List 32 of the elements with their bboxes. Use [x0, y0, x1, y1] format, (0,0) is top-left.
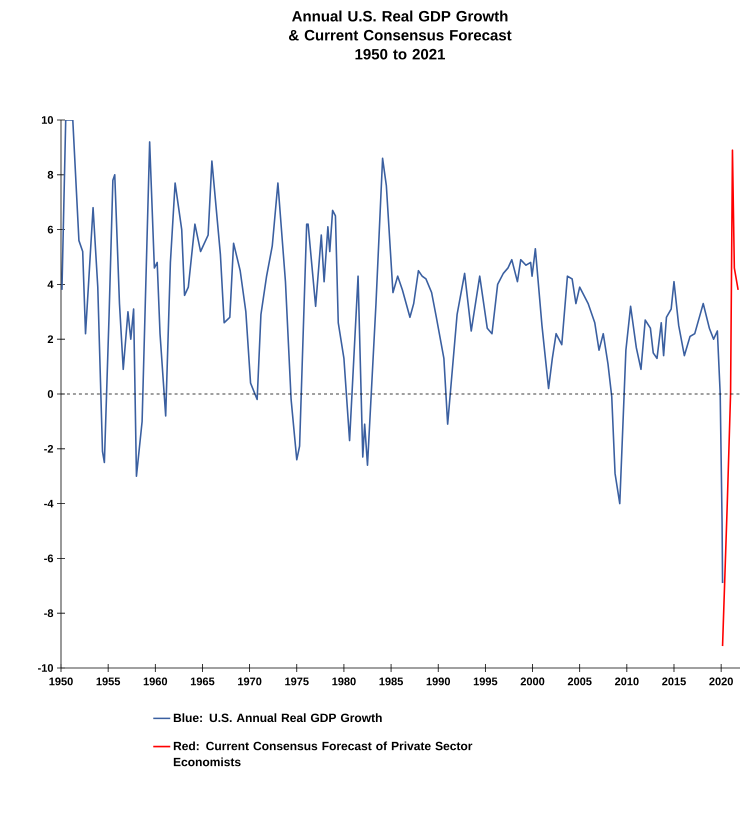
x-tick-label: 2020: [709, 678, 733, 686]
x-tick-label: 1985: [380, 678, 403, 686]
x-tick-label: 2015: [662, 678, 686, 686]
y-tick-label: -2: [44, 444, 54, 453]
y-tick-label: 0: [48, 390, 54, 398]
x-tick-label: 2010: [614, 678, 639, 686]
x-tick-label: 1970: [238, 678, 262, 686]
y-tick-label: 2: [48, 335, 54, 344]
y-tick-label: -10: [38, 664, 54, 672]
y-tick-label: -6: [44, 554, 54, 562]
x-tick-label: 2000: [520, 678, 544, 686]
y-tick-label: -8: [44, 609, 54, 618]
y-tick-label: 6: [48, 226, 54, 234]
y-tick-label: 4: [48, 280, 54, 288]
legend-label: Blue: U.S. Annual Real GDP Growth: [174, 713, 382, 722]
x-tick-label: 1990: [426, 678, 450, 686]
chart-subtitle: 1950 to 2021: [355, 48, 446, 60]
line-series: [722, 149, 739, 647]
x-tick-label: 1980: [332, 678, 356, 686]
x-tick-label: 1965: [190, 678, 214, 686]
y-tick-label: 8: [48, 170, 54, 179]
x-tick-label: 1995: [474, 678, 498, 686]
x-tick-label: 1960: [144, 678, 168, 686]
y-tick-label: -4: [44, 500, 54, 508]
x-tick-label: 1955: [96, 678, 120, 686]
line-series: [61, 120, 724, 584]
y-tick-label: 10: [42, 116, 54, 124]
legend-label: Red: Current Consensus Forecast of Private Sector Economists: [174, 741, 472, 766]
x-tick-label: 1950: [49, 678, 73, 686]
x-tick-label: 2005: [568, 678, 592, 686]
chart-title: Annual U.S. Real GDP Growth & Current Consensus Forecast: [288, 10, 512, 41]
x-tick-label: 1975: [285, 678, 309, 686]
